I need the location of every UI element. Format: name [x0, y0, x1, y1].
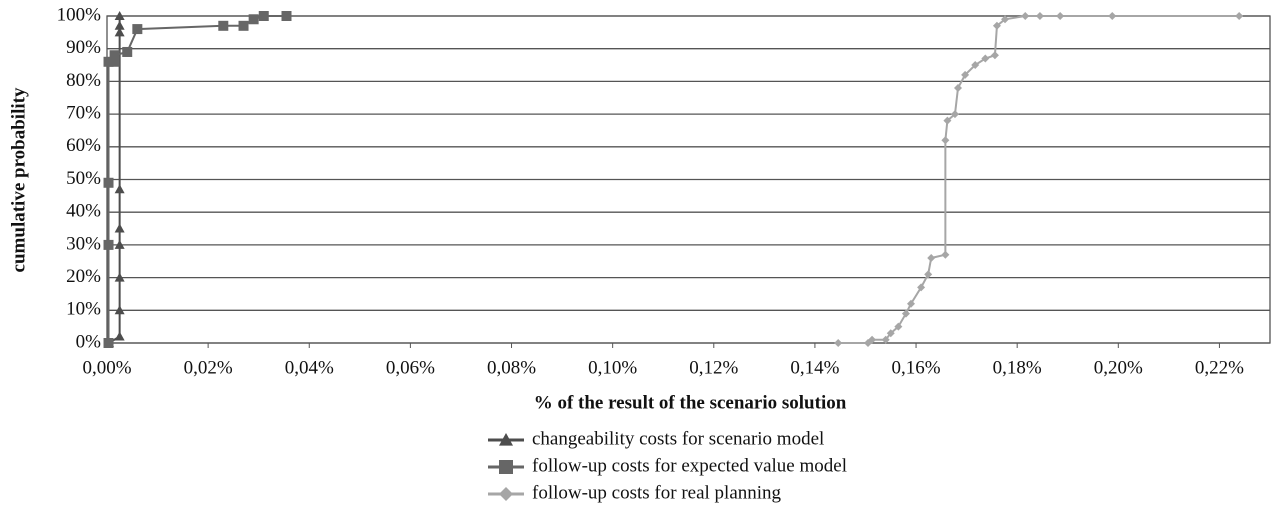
- legend-marker: [499, 460, 513, 474]
- data-point: [114, 239, 125, 249]
- data-point: [132, 24, 143, 35]
- data-point: [281, 11, 292, 21]
- x-tick-label: 0,10%: [588, 357, 637, 378]
- x-tick-label: 0,16%: [892, 357, 941, 378]
- data-point: [238, 20, 249, 31]
- legend-label: follow-up costs for real planning: [532, 482, 782, 503]
- data-point: [114, 20, 125, 30]
- data-point: [950, 110, 959, 119]
- x-tick-label: 0,14%: [790, 357, 839, 378]
- data-point: [901, 309, 910, 318]
- y-tick-label: 30%: [66, 233, 101, 254]
- data-point: [971, 61, 980, 70]
- x-tick-label: 0,18%: [993, 357, 1042, 378]
- data-point: [114, 305, 125, 315]
- x-tick-label: 0,12%: [689, 357, 738, 378]
- legend-label: follow-up costs for expected value model: [532, 455, 847, 476]
- data-point: [122, 46, 133, 57]
- x-tick-label: 0,22%: [1195, 357, 1244, 378]
- data-point: [868, 335, 877, 344]
- y-tick-label: 10%: [66, 299, 101, 320]
- x-tick-label: 0,06%: [386, 357, 435, 378]
- data-point: [1108, 12, 1117, 20]
- x-axis-label: % of the result of the scenario solution: [534, 392, 847, 413]
- data-point: [924, 270, 933, 279]
- y-tick-label: 80%: [66, 70, 101, 91]
- legend-marker: [499, 433, 513, 446]
- data-point: [114, 11, 125, 20]
- data-point: [114, 184, 125, 194]
- data-point: [1056, 12, 1065, 20]
- data-point: [990, 51, 999, 60]
- data-point: [941, 136, 950, 145]
- data-point: [943, 116, 952, 125]
- data-point: [103, 338, 114, 348]
- data-point: [218, 20, 229, 31]
- data-point: [103, 177, 114, 188]
- x-tick-label: 0,20%: [1094, 357, 1143, 378]
- data-point: [981, 54, 990, 63]
- data-point: [834, 339, 843, 347]
- x-tick-label: 0,02%: [184, 357, 233, 378]
- data-point: [992, 21, 1001, 30]
- y-tick-label: 70%: [66, 102, 101, 123]
- data-point: [886, 329, 895, 338]
- data-point: [961, 70, 970, 79]
- data-point: [941, 250, 950, 259]
- data-point: [1235, 12, 1244, 20]
- y-tick-label: 50%: [66, 168, 101, 189]
- data-point: [894, 322, 903, 331]
- y-tick-label: 40%: [66, 201, 101, 222]
- x-tick-label: 0,08%: [487, 357, 536, 378]
- y-tick-label: 90%: [66, 37, 101, 58]
- legend-marker: [499, 487, 513, 501]
- data-point: [114, 331, 125, 341]
- x-tick-label: 0,04%: [285, 357, 334, 378]
- data-point: [114, 223, 125, 233]
- data-point: [917, 283, 926, 292]
- data-point: [1001, 15, 1010, 24]
- legend-label: changeability costs for scenario model: [532, 428, 824, 449]
- data-point: [881, 335, 890, 344]
- data-point: [927, 253, 936, 262]
- y-tick-label: 20%: [66, 266, 101, 287]
- y-axis-label: cumulative probability: [8, 87, 29, 272]
- data-point: [109, 50, 120, 61]
- data-point: [954, 83, 963, 92]
- data-point: [258, 11, 269, 21]
- data-point: [103, 239, 114, 250]
- data-point: [906, 299, 915, 308]
- x-tick-label: 0,00%: [82, 357, 131, 378]
- data-point: [1035, 12, 1044, 20]
- y-tick-label: 100%: [57, 4, 102, 25]
- data-point: [114, 272, 125, 282]
- y-tick-label: 60%: [66, 135, 101, 156]
- data-point: [248, 14, 259, 25]
- data-point: [114, 27, 125, 37]
- y-tick-label: 0%: [76, 331, 102, 352]
- data-point: [1021, 12, 1030, 20]
